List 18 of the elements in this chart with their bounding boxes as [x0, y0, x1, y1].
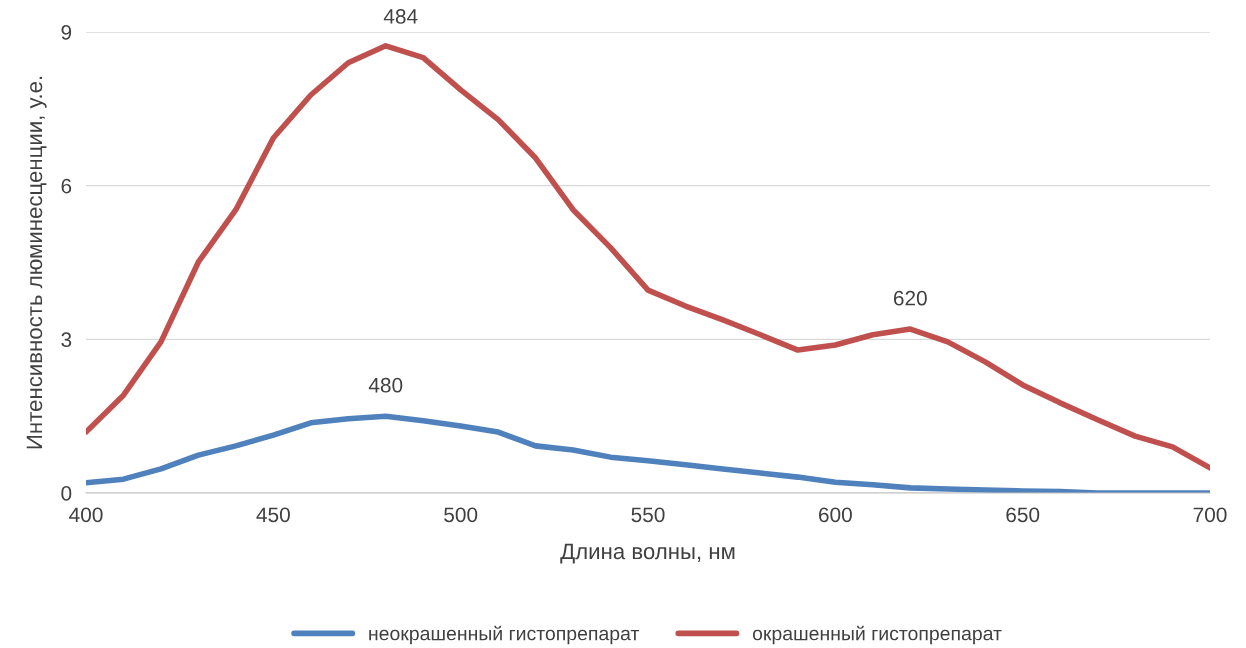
x-axis-title: Длина волны, нм [560, 543, 735, 564]
legend-label: неокрашенный гистопрепарат [369, 625, 640, 645]
x-tick-label: 400 [69, 507, 103, 523]
y-tick-label: 3 [61, 332, 72, 348]
y-axis-title: Интенсивность люминесценции, у.е. [26, 76, 47, 449]
legend-label: окрашенный гистопрепарат [752, 625, 1002, 645]
x-tick-label: 500 [444, 507, 478, 523]
annotation: 620 [893, 290, 927, 306]
x-tick-label: 600 [819, 507, 852, 523]
y-tick-label: 6 [61, 178, 72, 194]
y-tick-label: 9 [61, 25, 72, 40]
x-tick-label: 450 [256, 507, 290, 523]
x-tick-label: 550 [631, 507, 665, 523]
x-tick-label: 650 [1006, 507, 1040, 523]
annotation: 480 [368, 377, 403, 393]
x-tick-label: 700 [1193, 507, 1227, 523]
annotation: 484 [383, 9, 418, 24]
y-tick-label: 0 [61, 486, 72, 501]
